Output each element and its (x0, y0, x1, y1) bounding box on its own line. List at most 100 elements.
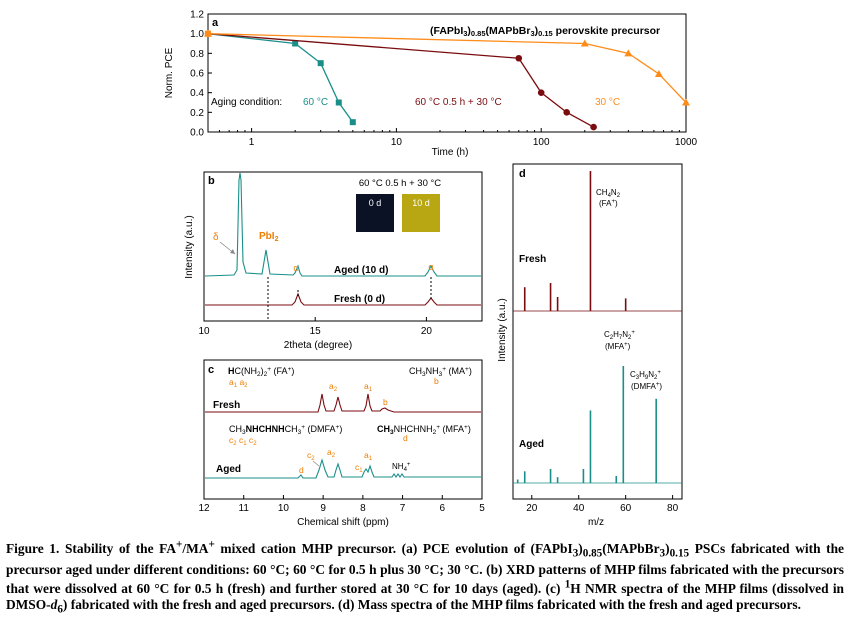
y-tick-label: 0.4 (190, 88, 204, 99)
caption-part: 6 (57, 603, 63, 616)
x-tick-label: 6 (440, 503, 446, 514)
ms-fresh-label: Fresh (519, 254, 546, 265)
nmr-aged-curve (205, 458, 481, 479)
x-tick-label: 20 (526, 503, 538, 514)
caption-part: ) (665, 541, 670, 557)
panel-c-frame (203, 359, 483, 500)
ms-fresh-bars (523, 171, 627, 311)
nmr-fresh-a1: a1 (364, 381, 373, 393)
caption-part: d (50, 596, 58, 612)
panel-c-letter: c (208, 364, 214, 376)
inset-photo-10d (402, 194, 440, 232)
dmfa-sublabels: c2 c1 c2 (229, 435, 257, 447)
caption-part: 3 (572, 548, 579, 561)
data-point (537, 89, 545, 96)
nmr-aged-c2-pointer (312, 460, 320, 467)
dmfa-label: CH3NHCHNHCH3+ (DMFA+) (229, 424, 342, 436)
panel-c-x-ticks: 12 11 10 9 8 7 6 5 (198, 495, 485, 514)
fa-ion-label: (FA+) (599, 199, 618, 208)
panel-b-letter: b (208, 175, 215, 187)
panel-d-y-label: Intensity (a.u.) (497, 298, 508, 361)
caption-part: Figure 1. Stability of the FA (6, 541, 177, 557)
ma-sublabel: b (434, 376, 439, 386)
panel-a-series (204, 29, 690, 131)
data-point (682, 98, 690, 106)
data-point (515, 54, 523, 62)
panel-d-letter: d (519, 168, 526, 180)
panel-a-x-ticks: 1 10 100 1000 (218, 128, 698, 148)
panel-b-frame (203, 171, 483, 322)
caption-part: 1 (564, 578, 571, 591)
fresh-0d-label: Fresh (0 d) (334, 294, 385, 305)
fa-label: HC(NH2)2+ (FA+) (228, 366, 294, 378)
y-tick-label: 0.6 (190, 69, 204, 80)
panel-c: c 12 11 10 9 8 7 6 5 Chemical shift (ppm) HC(NH… (198, 359, 485, 528)
y-tick-label: 0.0 (190, 128, 204, 139)
x-tick-label: 8 (360, 503, 366, 514)
x-tick-label: 15 (310, 326, 322, 337)
panel-d: d Intensity (a.u.) 20 40 60 80 m/z Fresh Ag… (497, 163, 683, 528)
legend-60c: 60 °C (303, 97, 328, 108)
panel-b-x-ticks: 10 15 20 (198, 317, 432, 337)
nmr-aged-a1: a1 (364, 450, 373, 462)
alpha-label-1: α (293, 263, 298, 273)
ch4n2-label: CH4N2 (596, 188, 621, 199)
c2h7n2-label: C2H7N2+ (604, 330, 635, 341)
x-tick-label: 80 (667, 503, 679, 514)
panel-a: a (FAPbI3)0.85(MAPbBr3)0.15 perovskite p… (164, 10, 698, 159)
nmr-aged-c1: c1 (355, 462, 363, 474)
nmr-aged-c2: c2 (307, 450, 315, 462)
legend-30c: 30 °C (595, 97, 620, 108)
nmr-fresh-b: b (383, 397, 388, 407)
nmr-fresh-label: Fresh (213, 400, 240, 411)
panel-a-y-ticks: 0.0 0.2 0.4 0.6 0.8 1.0 1.2 (190, 10, 212, 139)
caption-part: 0.85 (582, 548, 603, 561)
aging-condition-label: Aging condition: (211, 97, 282, 108)
legend-60c-30c: 60 °C 0.5 h + 30 °C (415, 97, 502, 108)
data-point (580, 39, 589, 47)
data-point (624, 49, 633, 57)
panel-b: b Intensity (a.u.) 10 15 20 2theta (degree… (184, 171, 483, 351)
nmr-aged-label: Aged (216, 464, 241, 475)
xrd-fresh-curve (205, 292, 481, 306)
caption-part: mixed cation MHP precursor. (a) PCE evol… (214, 541, 573, 557)
mfa-sublabel: d (403, 433, 408, 443)
y-tick-label: 1.0 (190, 29, 204, 40)
caption-part: ) fabricated with the fresh and aged pre… (62, 596, 801, 612)
panel-a-title: (FAPbI3)0.85(MAPbBr3)0.15 perovskite pre… (430, 25, 660, 38)
dmfa-ion-label: (DMFA+) (631, 382, 662, 391)
inset-label-10d: 10 d (412, 198, 430, 208)
xrd-aged-curve (204, 172, 481, 277)
data-point (349, 119, 356, 126)
panel-b-x-label: 2theta (degree) (284, 340, 352, 351)
delta-label: δ (213, 232, 219, 243)
data-point (563, 109, 570, 116)
inset-label-0d: 0 d (369, 198, 382, 208)
nmr-fresh-a2: a2 (329, 381, 338, 393)
x-tick-label: 100 (533, 137, 550, 148)
nh4-label: NH4+ (392, 462, 411, 473)
delta-arrowhead (230, 249, 235, 254)
caption-part: PSCs fabricated with the precursor aged … (6, 541, 844, 597)
panel-a-letter: a (212, 17, 219, 29)
nmr-fresh-curve (205, 393, 481, 413)
caption-part: 3 (659, 548, 666, 561)
fa-sublabels: a1 a2 (229, 377, 248, 389)
panel-c-x-label: Chemical shift (ppm) (297, 517, 389, 528)
figure: a (FAPbI3)0.85(MAPbBr3)0.15 perovskite p… (164, 10, 698, 529)
y-tick-label: 1.2 (190, 10, 204, 21)
data-point (590, 123, 597, 131)
caption-part: 0.15 (669, 548, 690, 561)
series-line (207, 33, 594, 128)
panel-a-x-label: Time (h) (432, 147, 469, 158)
x-tick-label: 5 (479, 503, 485, 514)
nmr-aged-a2: a2 (327, 447, 336, 459)
series-line (207, 33, 687, 103)
data-point (654, 69, 663, 77)
pbi2-label: PbI2 (259, 231, 279, 243)
data-point (335, 99, 342, 106)
x-tick-label: 10 (278, 503, 290, 514)
x-tick-label: 10 (198, 326, 210, 337)
x-tick-label: 10 (391, 137, 403, 148)
panel-d-x-label: m/z (588, 517, 604, 528)
